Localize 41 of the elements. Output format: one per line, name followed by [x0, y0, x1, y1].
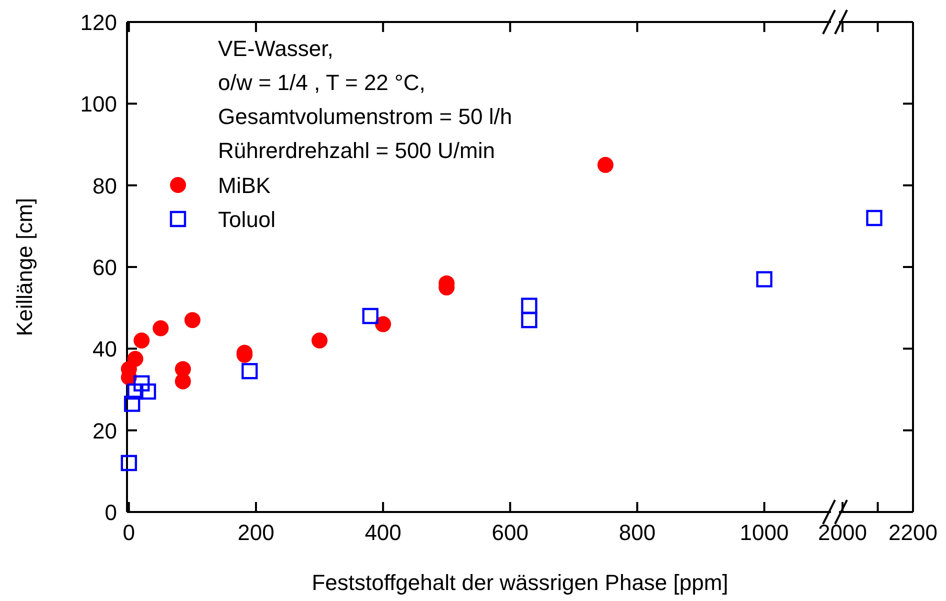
x-tick-label: 2000: [818, 520, 867, 545]
point: [174, 373, 191, 390]
point: [756, 271, 772, 288]
point: [521, 312, 538, 328]
annotation: o/w = 1/4 , T = 22 °C,: [218, 70, 426, 95]
point: [242, 363, 258, 380]
x-tick-label: 2200: [888, 520, 938, 545]
point: [140, 383, 156, 400]
legend-label: Toluol: [218, 207, 276, 232]
point: [134, 332, 150, 348]
x-axis-title: Feststoffgehalt der wässrigen Phase [ppm]: [312, 570, 728, 595]
x-tick-label: 800: [618, 520, 656, 545]
x-tick-label: 0: [122, 520, 136, 545]
point: [597, 156, 614, 173]
y-tick-label: 120: [80, 10, 117, 35]
annotation: Rührerdrehzahl = 500 U/min: [218, 138, 495, 163]
point: [521, 298, 538, 314]
y-tick-label: 40: [92, 336, 117, 362]
point: [152, 320, 169, 336]
point: [134, 375, 150, 392]
point: [124, 396, 140, 412]
y-tick-label: 20: [92, 418, 117, 444]
y-axis-title: Keillänge [cm]: [12, 198, 37, 336]
point: [120, 454, 138, 472]
x-tick-label: 600: [492, 520, 528, 545]
point: [127, 350, 144, 367]
point: [184, 312, 200, 328]
x-tick-label: 1000: [740, 520, 789, 545]
point: [362, 308, 378, 324]
y-tick-label: 80: [92, 173, 117, 198]
point: [375, 316, 392, 332]
annotation: Gesamtvolumenstrom = 50 l/h: [218, 104, 512, 129]
legend-label: MiBK: [218, 173, 271, 198]
y-tick-label: 60: [92, 255, 117, 280]
point: [312, 332, 328, 348]
y-tick-label: 0: [104, 500, 117, 525]
point: [127, 383, 144, 400]
x-tick-label: 200: [238, 520, 274, 545]
y-tick-label: 100: [80, 92, 117, 117]
x-tick-label: 400: [364, 520, 402, 545]
annotation: VE-Wasser,: [218, 36, 334, 61]
